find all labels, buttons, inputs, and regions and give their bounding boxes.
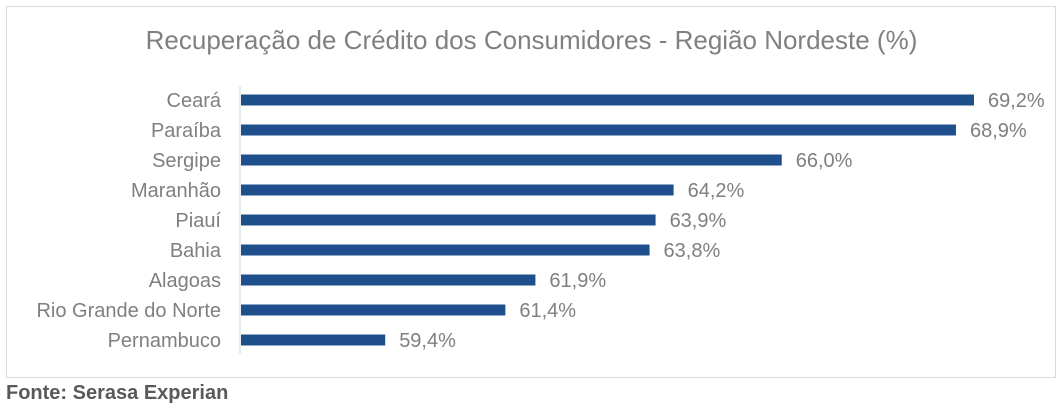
bar (241, 334, 386, 346)
value-label: 66,0% (796, 150, 853, 172)
value-label: 61,9% (549, 270, 606, 292)
category-label: Paraíba (151, 120, 222, 142)
value-label: 61,4% (519, 300, 576, 322)
bar (241, 214, 656, 226)
value-label: 59,4% (399, 330, 456, 352)
value-label: 63,9% (670, 210, 727, 232)
bar (241, 244, 650, 256)
bar (241, 154, 782, 166)
category-label: Alagoas (149, 270, 221, 292)
category-label: Sergipe (152, 150, 221, 172)
source-note: Fonte: Serasa Experian (6, 382, 229, 404)
bar (241, 184, 674, 196)
bar-chart: Ceará 69,2% Paraíba 68,9% Sergipe 66,0% Maranh… (36, 86, 1045, 354)
category-label: Bahia (170, 240, 222, 262)
category-label: Maranhão (131, 180, 221, 202)
category-label: Piauí (175, 210, 221, 232)
category-label: Rio Grande do Norte (36, 300, 221, 322)
bar (241, 274, 536, 286)
category-label: Ceará (167, 90, 222, 112)
bar (241, 124, 956, 136)
value-label: 64,2% (688, 180, 745, 202)
category-label: Pernambuco (108, 330, 221, 352)
bar (241, 94, 974, 106)
bars-group: Ceará 69,2% Paraíba 68,9% Sergipe 66,0% Maranh… (36, 90, 1044, 352)
value-label: 69,2% (988, 90, 1045, 112)
value-label: 63,8% (664, 240, 721, 262)
chart-title: Recuperação de Crédito dos Consumidores … (145, 25, 918, 55)
bar (241, 304, 506, 316)
value-label: 68,9% (970, 120, 1027, 142)
